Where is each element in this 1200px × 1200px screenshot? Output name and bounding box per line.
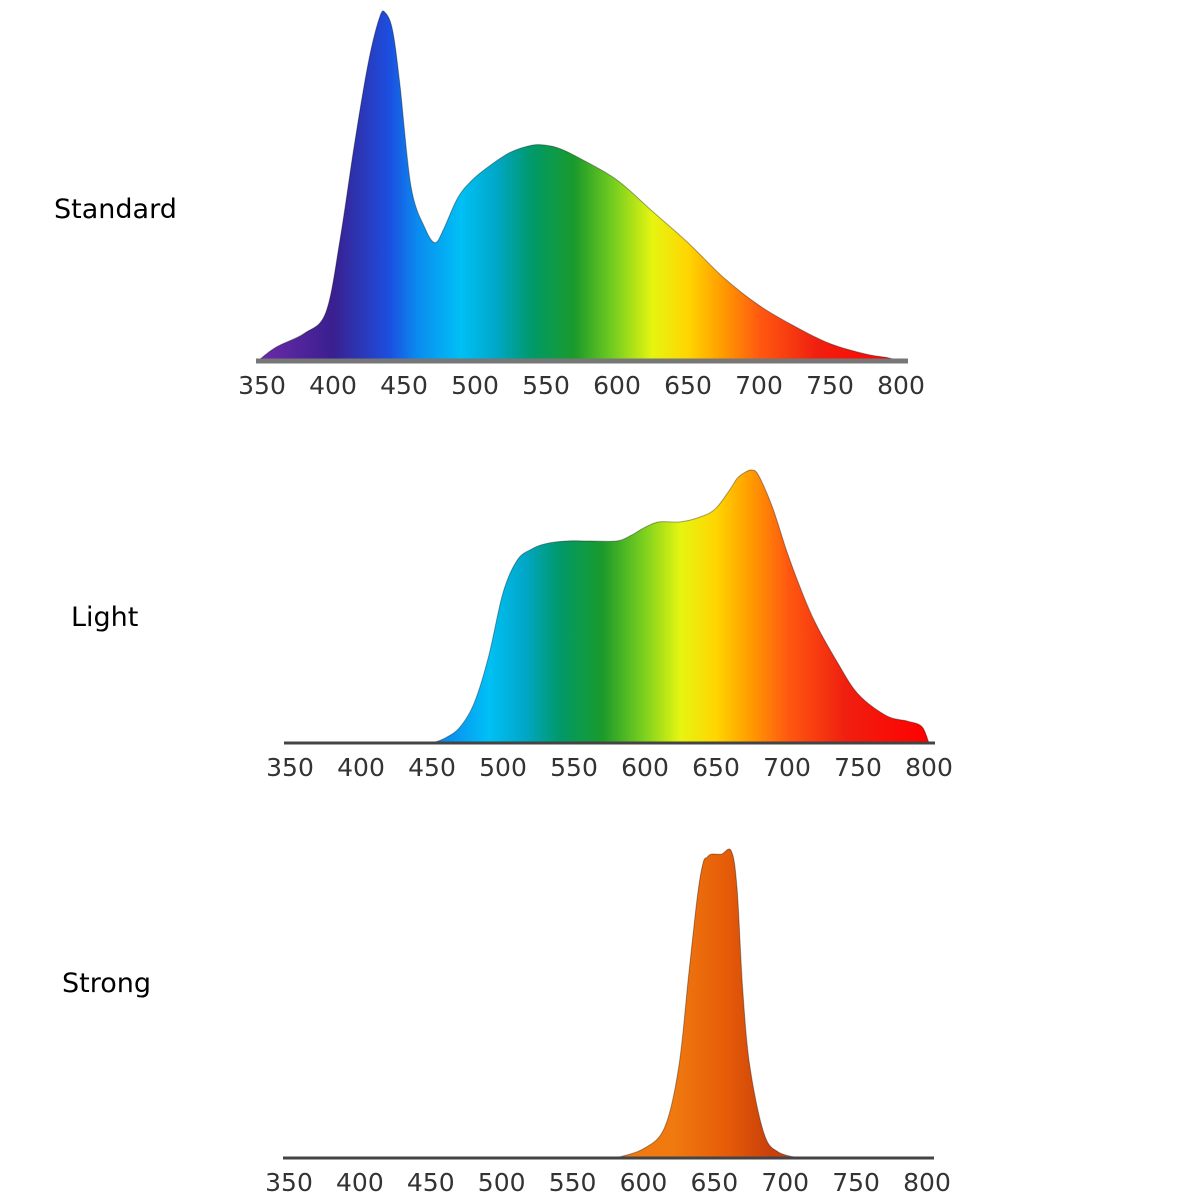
tick-label-strong-750: 750 (832, 1168, 880, 1197)
tick-label-light-750: 750 (834, 753, 882, 782)
tick-label-strong-350: 350 (265, 1168, 313, 1197)
spectrum-area-light (431, 469, 930, 744)
tick-label-standard-500: 500 (451, 371, 499, 400)
tick-label-light-350: 350 (266, 753, 314, 782)
tick-label-standard-450: 450 (380, 371, 428, 400)
tick-label-strong-550: 550 (549, 1168, 597, 1197)
tick-label-standard-400: 400 (309, 371, 357, 400)
tick-label-light-450: 450 (408, 753, 456, 782)
panel-label-strong: Strong (62, 968, 152, 999)
tick-label-light-600: 600 (621, 753, 669, 782)
spectrum-area-standard (256, 10, 902, 362)
tick-label-strong-500: 500 (478, 1168, 526, 1197)
tick-label-light-650: 650 (692, 753, 740, 782)
tick-label-standard-750: 750 (806, 371, 854, 400)
tick-label-light-550: 550 (550, 753, 598, 782)
tick-label-strong-450: 450 (407, 1168, 455, 1197)
tick-label-light-400: 400 (337, 753, 385, 782)
tick-label-strong-600: 600 (620, 1168, 668, 1197)
tick-label-strong-400: 400 (336, 1168, 384, 1197)
tick-label-standard-600: 600 (593, 371, 641, 400)
spectrum-area-strong (614, 848, 800, 1159)
tick-label-light-500: 500 (479, 753, 527, 782)
tick-label-strong-800: 800 (903, 1168, 951, 1197)
tick-label-light-800: 800 (905, 753, 953, 782)
tick-label-standard-800: 800 (877, 371, 925, 400)
tick-label-standard-350: 350 (238, 371, 286, 400)
tick-label-standard-650: 650 (664, 371, 712, 400)
tick-label-standard-550: 550 (522, 371, 570, 400)
tick-label-strong-650: 650 (690, 1168, 738, 1197)
tick-label-standard-700: 700 (735, 371, 783, 400)
panel-label-standard: Standard (54, 194, 177, 225)
tick-label-light-700: 700 (763, 753, 811, 782)
tick-label-strong-700: 700 (761, 1168, 809, 1197)
panel-label-light: Light (71, 602, 139, 633)
